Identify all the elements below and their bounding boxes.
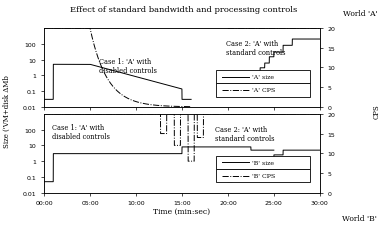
Text: World 'A': World 'A' <box>342 10 377 18</box>
Bar <box>216 84 310 97</box>
Text: 'B' CPS: 'B' CPS <box>252 173 275 179</box>
Text: Case 1: 'A' with
disabled controls: Case 1: 'A' with disabled controls <box>52 123 110 140</box>
Text: Case 2: 'A' with
standard controls: Case 2: 'A' with standard controls <box>215 125 275 143</box>
Bar <box>216 156 310 169</box>
Text: Case 2: 'A' with
standard controls: Case 2: 'A' with standard controls <box>226 40 286 57</box>
Text: CPS: CPS <box>372 103 380 118</box>
Text: Size ('VM+disk ΔMb: Size ('VM+disk ΔMb <box>3 75 11 147</box>
Text: 'A' size: 'A' size <box>252 75 274 80</box>
Text: Effect of standard bandwidth and processing controls: Effect of standard bandwidth and process… <box>70 6 298 14</box>
Text: World 'B': World 'B' <box>342 214 377 222</box>
Text: Case 1: 'A' with
disabled controls: Case 1: 'A' with disabled controls <box>99 58 157 75</box>
Text: 'A' CPS: 'A' CPS <box>252 88 275 93</box>
Bar <box>216 169 310 183</box>
Bar <box>216 70 310 84</box>
Text: 'B' size: 'B' size <box>252 160 274 165</box>
X-axis label: Time (min:sec): Time (min:sec) <box>153 207 211 215</box>
